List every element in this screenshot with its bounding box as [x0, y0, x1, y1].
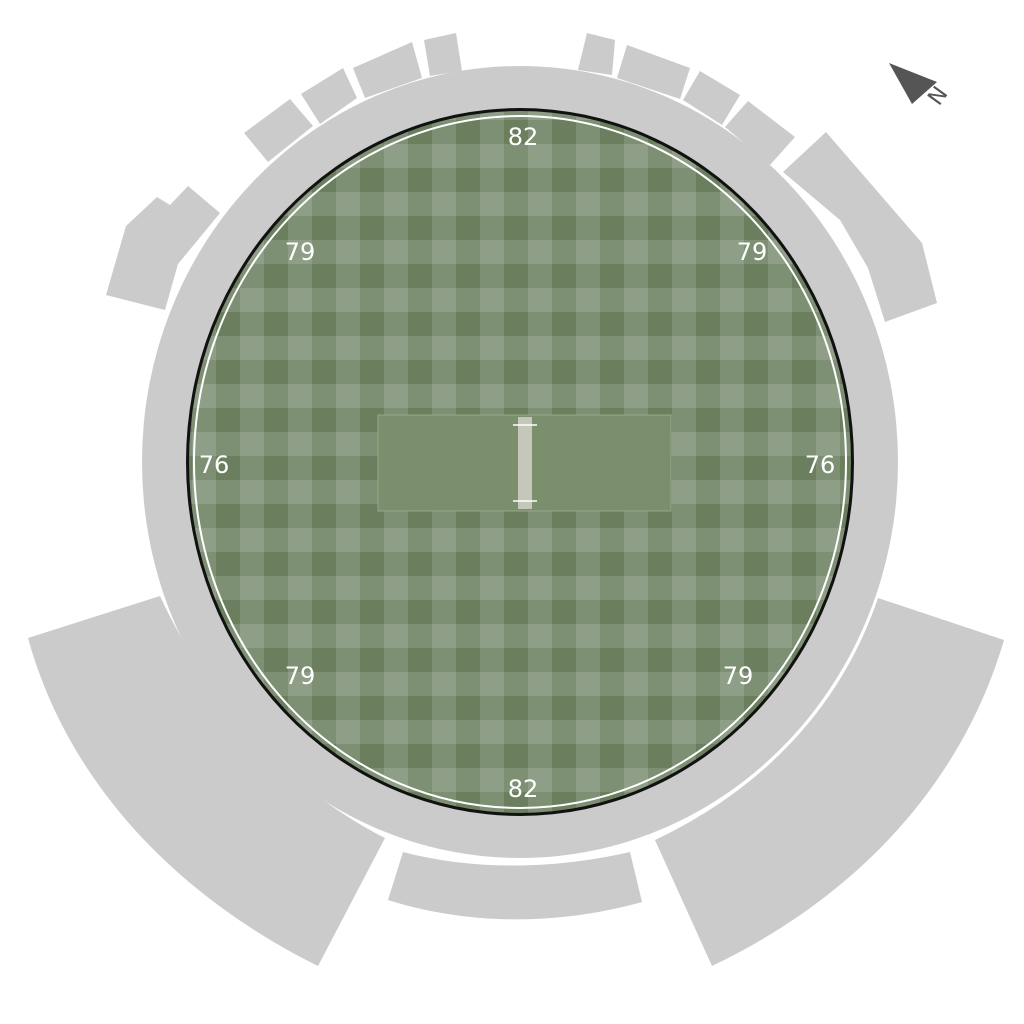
distance-bottom-label: 82 [508, 775, 539, 803]
distance-right-label: 76 [805, 451, 836, 479]
stand-block-4[interactable] [424, 33, 462, 76]
distance-upper-right-label: 79 [737, 238, 768, 266]
stand-block-7[interactable] [617, 45, 690, 99]
stand-block-6[interactable] [578, 33, 615, 75]
lower-left-stand[interactable] [28, 596, 385, 966]
pitch[interactable] [518, 417, 532, 509]
distance-lower-right-label: 79 [723, 662, 754, 690]
stand-block-1[interactable] [244, 99, 313, 162]
stand-block-8[interactable] [683, 71, 740, 125]
stand-block-10[interactable] [783, 132, 937, 322]
stand-block-3[interactable] [353, 42, 422, 98]
lower-right-stand[interactable] [655, 598, 1004, 966]
distance-top-label: 82 [508, 123, 539, 151]
stand-block-5[interactable] [106, 186, 220, 310]
distance-left-label: 76 [199, 451, 230, 479]
stand-block-9[interactable] [725, 101, 795, 165]
bottom-stand[interactable] [388, 852, 642, 920]
distance-upper-left-label: 79 [285, 238, 316, 266]
north-arrow-icon: N [889, 63, 953, 110]
boundary-rope [193, 115, 847, 809]
stand-block-2[interactable] [301, 68, 357, 124]
distance-lower-left-label: 79 [285, 662, 316, 690]
